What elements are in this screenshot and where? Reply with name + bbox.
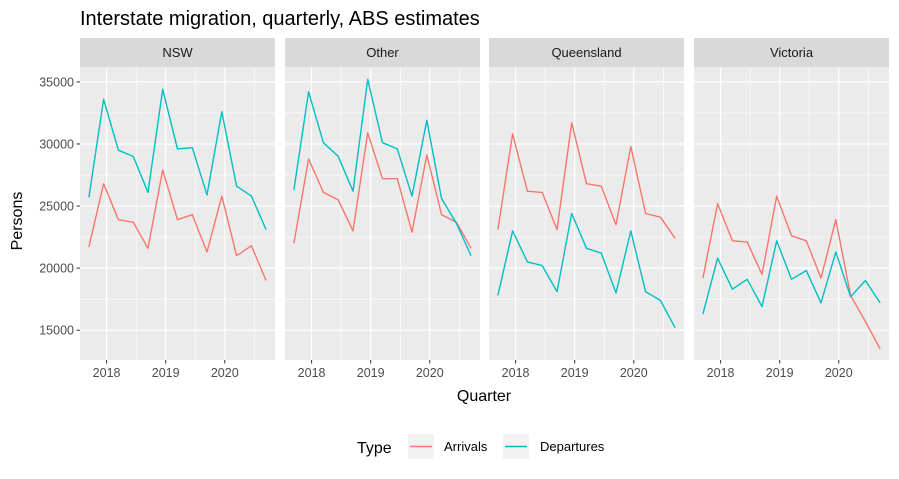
chart-title: Interstate migration, quarterly, ABS est… xyxy=(80,8,480,30)
series-line-departures-other xyxy=(293,78,472,256)
x-tick-label: 2019 xyxy=(561,366,589,380)
x-tick-label: 2018 xyxy=(93,366,121,380)
x-axis-title: Quarter xyxy=(457,388,512,405)
facet-strip-label: Other xyxy=(366,45,399,60)
facet-strip xyxy=(80,38,275,67)
x-tick-label: 2019 xyxy=(357,366,385,380)
x-tick-label: 2020 xyxy=(825,366,853,380)
facet-nsw: NSW 2018 2019 2020 xyxy=(80,38,275,380)
x-tick-label: 2018 xyxy=(707,366,735,380)
x-tick-label: 2018 xyxy=(298,366,326,380)
panel-background xyxy=(489,67,684,360)
y-axis: 15000 20000 25000 30000 35000 xyxy=(39,75,80,338)
y-tick-label: 25000 xyxy=(39,200,74,214)
legend: Type Arrivals Departures xyxy=(357,434,605,459)
x-tick-label: 2020 xyxy=(416,366,444,380)
facet-strip-label: Queensland xyxy=(551,45,621,60)
y-tick-label: 15000 xyxy=(39,324,74,338)
legend-label-departures: Departures xyxy=(540,439,605,454)
facet-strip xyxy=(285,38,480,67)
panel-background xyxy=(285,67,480,360)
y-tick-label: 20000 xyxy=(39,262,74,276)
series-line-arrivals-queensland xyxy=(497,122,676,239)
panel-background xyxy=(694,67,889,360)
facet-strip xyxy=(489,38,684,67)
facet-strip-label: NSW xyxy=(162,45,193,60)
series-line-arrivals-nsw xyxy=(88,169,267,281)
y-tick-label: 35000 xyxy=(39,75,74,89)
facet-queensland: Queensland 2018 2019 2020 xyxy=(489,38,684,380)
facet-strip-label: Victoria xyxy=(770,45,814,60)
x-tick-label: 2019 xyxy=(152,366,180,380)
legend-item-departures: Departures xyxy=(503,434,605,459)
series-line-departures-nsw xyxy=(88,88,267,230)
legend-title: Type xyxy=(357,440,392,457)
facet-victoria: Victoria 2018 2019 2020 xyxy=(694,38,889,380)
y-tick-label: 30000 xyxy=(39,137,74,151)
facet-other: Other 2018 2019 2020 xyxy=(285,38,480,380)
legend-label-arrivals: Arrivals xyxy=(444,439,488,454)
x-tick-label: 2020 xyxy=(620,366,648,380)
series-line-departures-victoria xyxy=(702,240,881,315)
y-axis-title: Persons xyxy=(9,192,26,251)
series-line-departures-queensland xyxy=(497,212,676,329)
panel-background xyxy=(80,67,275,360)
series-line-arrivals-other xyxy=(293,132,472,249)
x-tick-label: 2019 xyxy=(766,366,794,380)
x-tick-label: 2020 xyxy=(211,366,239,380)
facet-strip xyxy=(694,38,889,67)
legend-item-arrivals: Arrivals xyxy=(408,434,488,459)
x-tick-label: 2018 xyxy=(502,366,530,380)
